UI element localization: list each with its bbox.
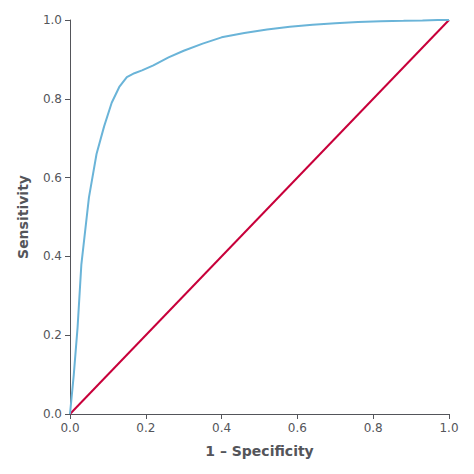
svg-text:0.2: 0.2	[43, 328, 62, 342]
svg-text:0.6: 0.6	[43, 171, 62, 185]
svg-text:0.4: 0.4	[212, 421, 231, 435]
svg-text:0.6: 0.6	[288, 421, 307, 435]
svg-text:0.4: 0.4	[43, 249, 62, 263]
svg-text:0.0: 0.0	[43, 407, 62, 421]
svg-text:0.0: 0.0	[60, 421, 79, 435]
svg-text:0.8: 0.8	[364, 421, 383, 435]
svg-text:Sensitivity: Sensitivity	[15, 175, 31, 259]
svg-text:0.8: 0.8	[43, 92, 62, 106]
svg-text:0.2: 0.2	[136, 421, 155, 435]
svg-text:1.0: 1.0	[43, 13, 62, 27]
svg-text:1 – Specificity: 1 – Specificity	[205, 443, 313, 459]
svg-text:1.0: 1.0	[439, 421, 458, 435]
